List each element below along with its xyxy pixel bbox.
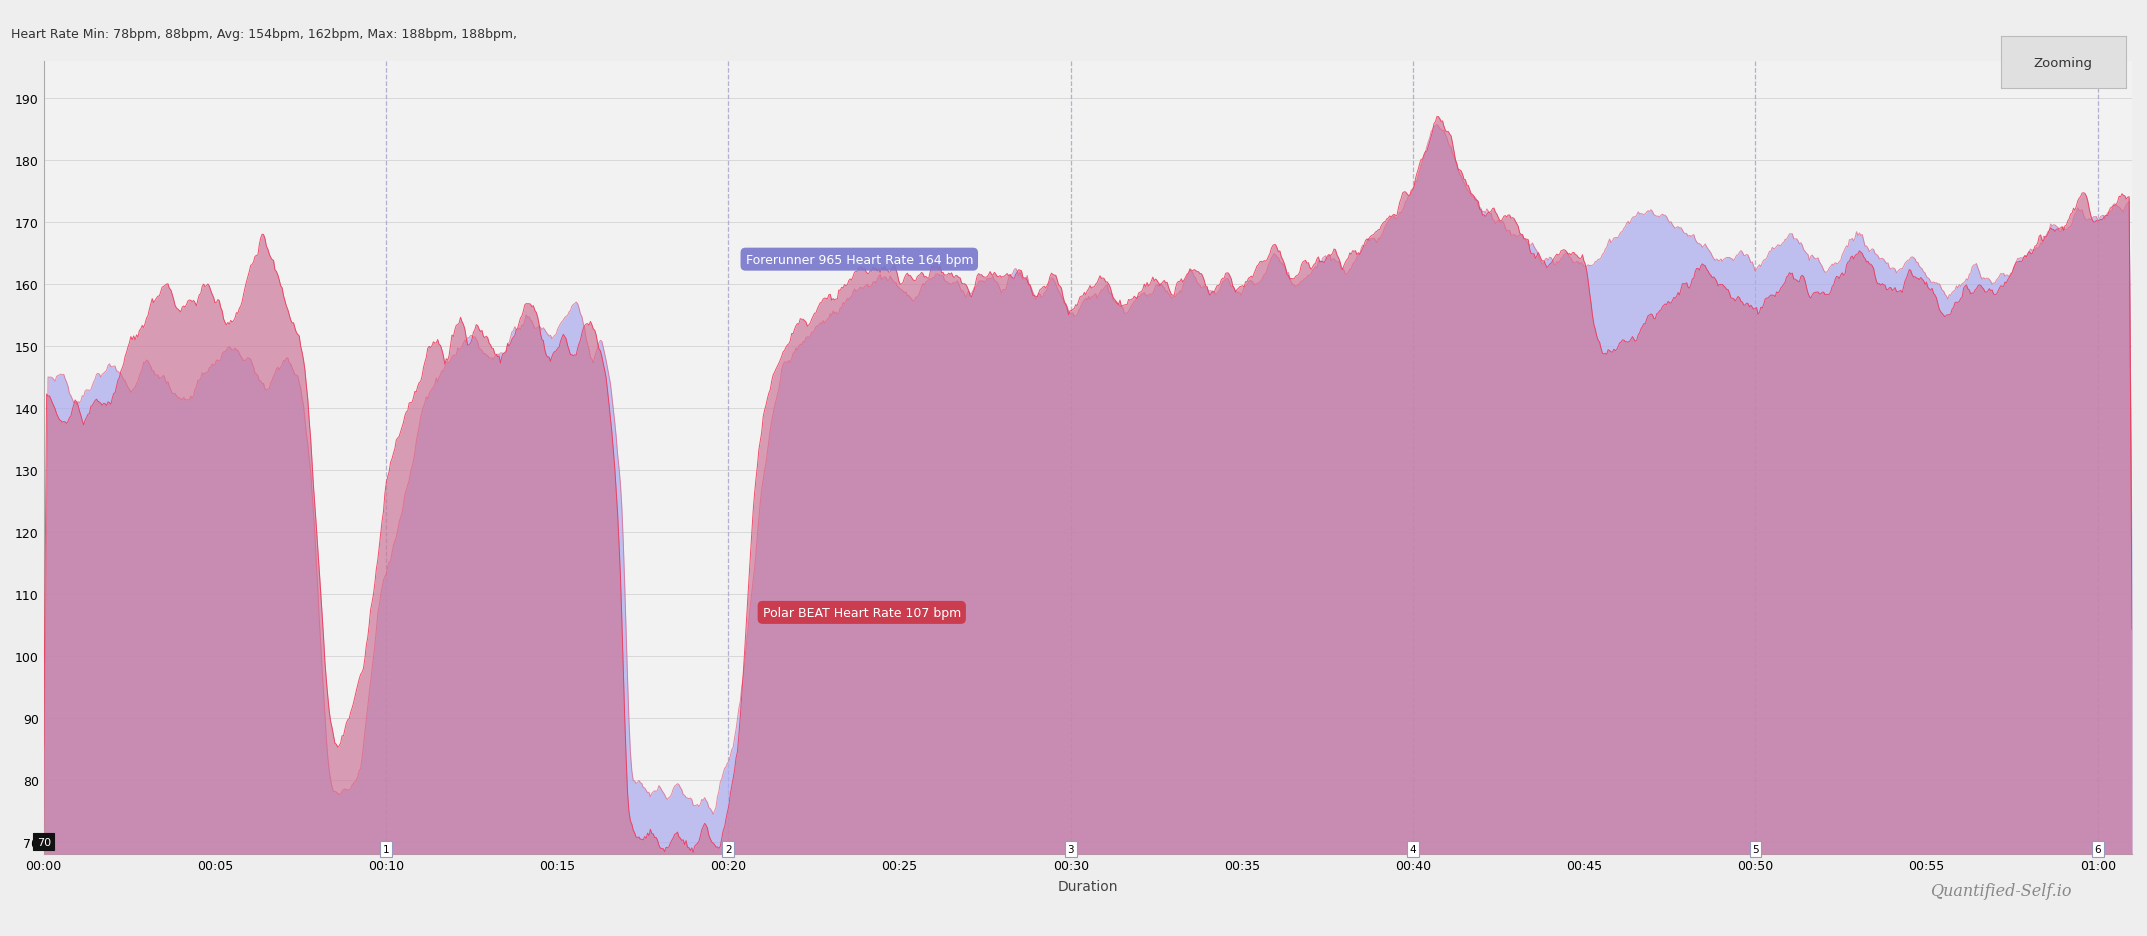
Text: Zooming: Zooming [2033,57,2093,69]
Text: 5: 5 [1752,844,1758,855]
X-axis label: Duration: Duration [1058,879,1119,893]
Text: Forerunner 965 Heart Rate 164 bpm: Forerunner 965 Heart Rate 164 bpm [745,254,973,267]
Text: 1: 1 [382,844,389,855]
Text: 2: 2 [726,844,732,855]
Text: Heart Rate Min: 78bpm, 88bpm, Avg: 154bpm, 162bpm, Max: 188bpm, 188bpm,: Heart Rate Min: 78bpm, 88bpm, Avg: 154bp… [11,28,517,41]
Text: Quantified-Self.io: Quantified-Self.io [1930,882,2072,899]
Text: 6: 6 [2095,844,2102,855]
Text: 3: 3 [1067,844,1074,855]
Text: Polar BEAT Heart Rate 107 bpm: Polar BEAT Heart Rate 107 bpm [762,607,962,620]
Text: 70: 70 [36,837,52,847]
Text: 4: 4 [1411,844,1417,855]
